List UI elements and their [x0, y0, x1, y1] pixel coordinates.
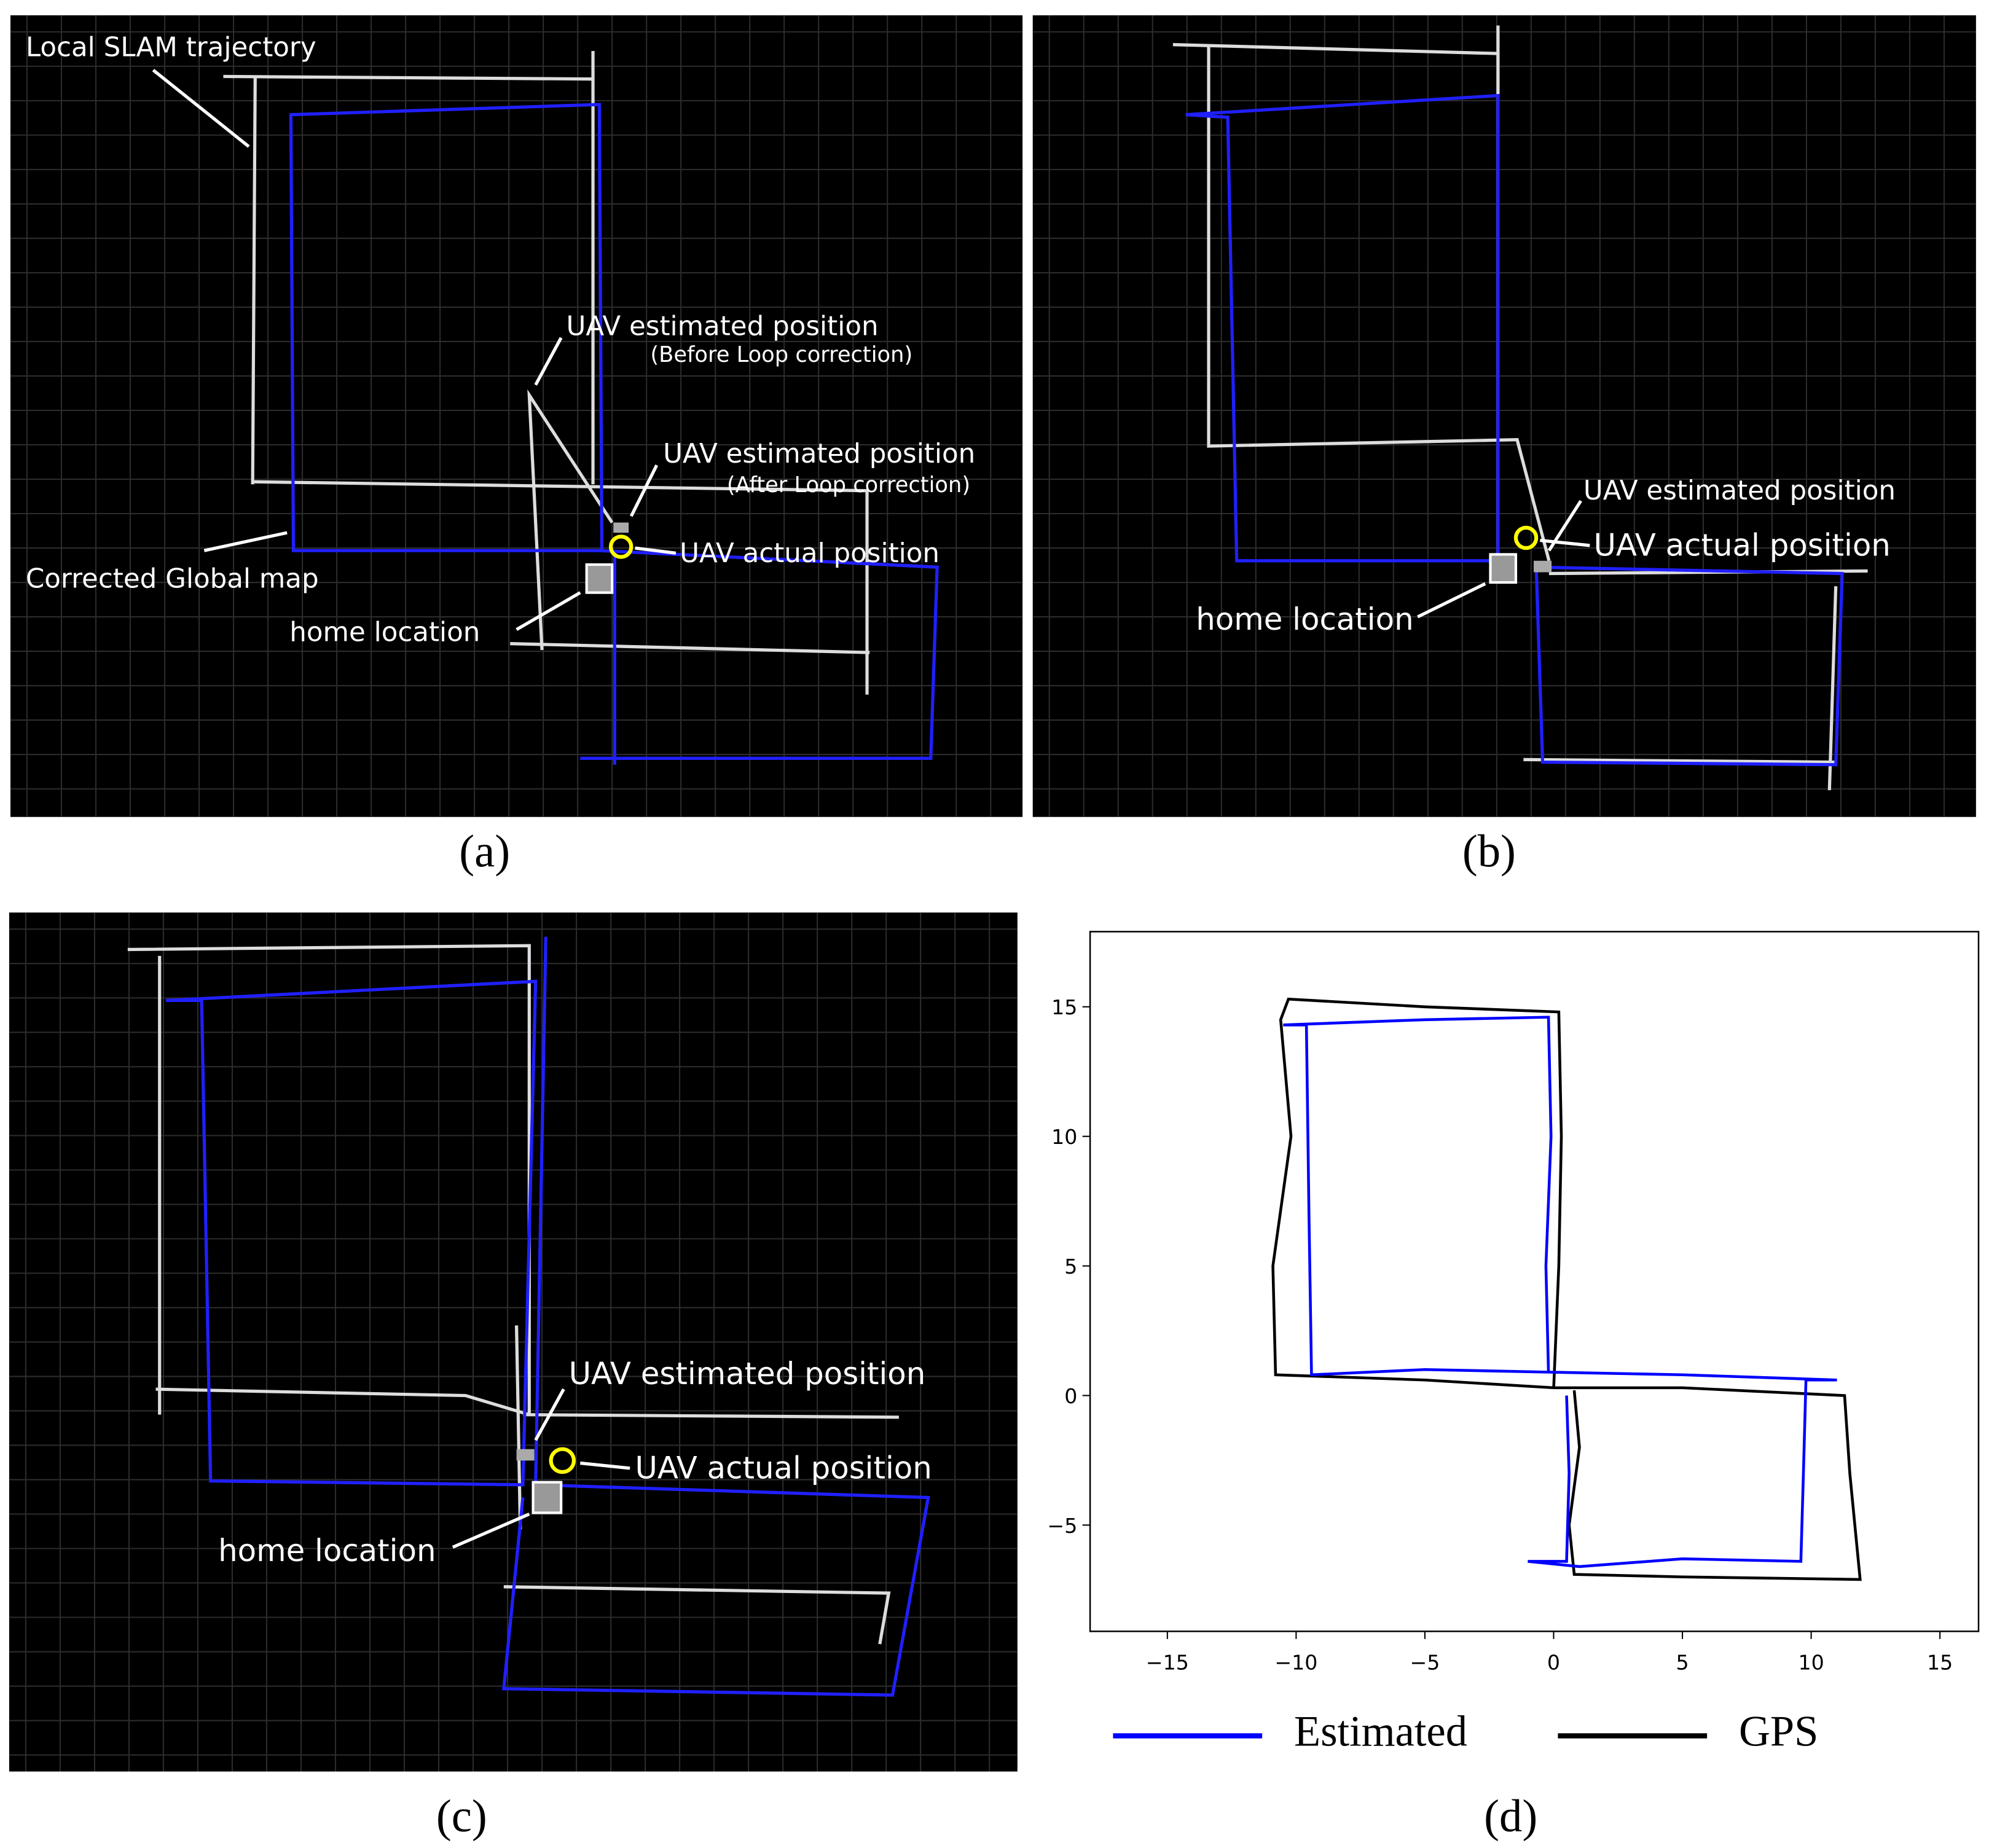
- annotation: UAV estimated position: [566, 311, 878, 342]
- caption: (c): [436, 1791, 487, 1842]
- slam-path: [1207, 44, 1551, 562]
- caption: (b): [1462, 826, 1516, 877]
- arrow: [516, 591, 581, 632]
- slam-path: [1827, 586, 1838, 791]
- arrow: [534, 337, 563, 386]
- x-tick-label: 0: [1547, 1651, 1560, 1675]
- caption: (d): [1484, 1791, 1537, 1842]
- panel-b-paths: UAV estimated position UAV actual positi…: [1172, 25, 1896, 791]
- slam-path: [510, 642, 870, 654]
- arrow: [1540, 539, 1590, 547]
- slam-path: [155, 1387, 530, 1417]
- annotation: Local SLAM trajectory: [26, 32, 316, 63]
- y-tick-label: 15: [1051, 995, 1077, 1019]
- slam-path: [503, 1585, 891, 1645]
- x-tick-label: −5: [1410, 1651, 1440, 1675]
- slam-path: [223, 74, 594, 81]
- panel-a-paths: Local SLAM trajectory UAV estimated posi…: [26, 32, 975, 765]
- actual-position: [1513, 525, 1539, 550]
- caption: (a): [459, 826, 510, 877]
- annotation: UAV actual position: [680, 538, 940, 569]
- slam-path: [527, 389, 614, 651]
- slam-path: [1172, 43, 1498, 55]
- x-tick-label: 15: [1927, 1651, 1953, 1675]
- line: [1283, 1016, 1837, 1568]
- arrow: [635, 546, 677, 555]
- legend-label: Estimated: [1294, 1708, 1467, 1756]
- panel-a: [10, 15, 1023, 817]
- estimated-icon: [516, 1449, 535, 1461]
- annotation: (After Loop correction): [727, 472, 970, 498]
- estimated-icon: [613, 522, 629, 533]
- home-icon: [585, 563, 614, 594]
- slam-path: [1523, 758, 1836, 764]
- annotation: (Before Loop correction): [650, 342, 912, 367]
- x-tick-label: −15: [1146, 1651, 1189, 1675]
- line: [1271, 997, 1862, 1581]
- arrow: [152, 69, 250, 148]
- global-map: [165, 979, 538, 1487]
- y-tick-label: 5: [1064, 1255, 1077, 1278]
- arrow: [629, 464, 659, 517]
- slam-path: [514, 1325, 522, 1530]
- y-tick-label: −5: [1047, 1514, 1077, 1538]
- arrow: [1417, 582, 1486, 619]
- arrow: [580, 1461, 630, 1470]
- plot-area: [1089, 931, 1980, 1632]
- annotation: UAV actual position: [1594, 527, 1891, 563]
- slam-path: [522, 1413, 899, 1419]
- annotation: home location: [218, 1533, 436, 1568]
- home-icon: [532, 1481, 563, 1514]
- estimated-icon: [1534, 560, 1552, 573]
- chart: −15 −10 −5 0 5 10 15 −5 0 5 10 15: [1047, 931, 1980, 1675]
- annotation: home location: [289, 617, 480, 648]
- arrow: [534, 1388, 565, 1441]
- x-tick-label: 5: [1676, 1651, 1689, 1675]
- y-tick-label: 0: [1064, 1384, 1077, 1408]
- y-tick-label: 10: [1051, 1125, 1077, 1149]
- legend-label: GPS: [1739, 1708, 1818, 1756]
- global-map: [580, 549, 939, 760]
- global-map: [1534, 565, 1844, 767]
- annotation: UAV estimated position: [663, 439, 975, 469]
- slam-path: [251, 480, 869, 695]
- slam-path: [251, 76, 257, 485]
- arrow: [203, 531, 288, 552]
- x-tick-label: 10: [1798, 1651, 1824, 1675]
- global-map: [501, 936, 930, 1697]
- arrow: [452, 1513, 530, 1549]
- panel-c-paths: UAV estimated position UAV actual positi…: [127, 936, 932, 1697]
- panel-b: [1032, 15, 1976, 817]
- x-tick-label: −10: [1274, 1651, 1317, 1675]
- home-icon: [1489, 553, 1518, 584]
- actual-position: [608, 534, 634, 559]
- annotation: UAV estimated position: [569, 1356, 926, 1392]
- annotation: home location: [1196, 601, 1413, 637]
- annotation: UAV estimated position: [1583, 476, 1896, 506]
- global-map: [1185, 93, 1500, 563]
- annotation: UAV actual position: [635, 1450, 932, 1486]
- annotation: Corrected Global map: [26, 563, 319, 594]
- actual-position: [549, 1447, 576, 1474]
